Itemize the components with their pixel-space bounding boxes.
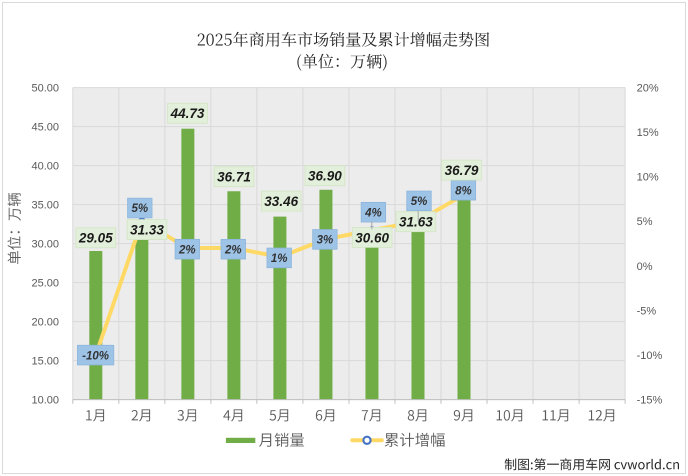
- svg-text:-15%: -15%: [637, 395, 663, 407]
- svg-text:2%: 2%: [224, 244, 242, 256]
- svg-text:15%: 15%: [637, 127, 659, 139]
- svg-text:5%: 5%: [411, 196, 428, 208]
- svg-text:45.00: 45.00: [31, 122, 59, 134]
- svg-text:36.71: 36.71: [217, 170, 251, 185]
- svg-text:-5%: -5%: [637, 305, 657, 317]
- svg-text:40.00: 40.00: [31, 161, 59, 173]
- svg-text:36.90: 36.90: [308, 169, 342, 184]
- svg-text:50.00: 50.00: [31, 83, 59, 95]
- svg-text:29.05: 29.05: [78, 231, 113, 246]
- svg-text:8%: 8%: [455, 185, 472, 197]
- svg-text:33.46: 33.46: [264, 194, 298, 209]
- svg-text:2%: 2%: [178, 244, 196, 256]
- svg-text:-10%: -10%: [637, 350, 663, 362]
- svg-text:20%: 20%: [637, 83, 659, 95]
- svg-text:15.00: 15.00: [31, 356, 59, 368]
- svg-text:36.79: 36.79: [445, 163, 479, 178]
- svg-text:35.00: 35.00: [31, 200, 59, 212]
- svg-text:5%: 5%: [637, 216, 653, 228]
- svg-text:3%: 3%: [317, 235, 334, 247]
- svg-text:20.00: 20.00: [31, 317, 59, 329]
- svg-text:25.00: 25.00: [31, 278, 59, 290]
- svg-text:30.00: 30.00: [31, 239, 59, 251]
- svg-text:0%: 0%: [637, 261, 653, 273]
- svg-text:31.63: 31.63: [399, 215, 433, 230]
- svg-text:10.00: 10.00: [31, 395, 59, 407]
- svg-text:31.33: 31.33: [130, 223, 164, 238]
- svg-text:10%: 10%: [637, 172, 659, 184]
- svg-text:-10%: -10%: [82, 350, 109, 362]
- svg-text:44.73: 44.73: [170, 106, 205, 121]
- svg-text:1%: 1%: [271, 253, 288, 265]
- svg-text:4%: 4%: [364, 207, 382, 219]
- svg-text:5%: 5%: [131, 203, 148, 215]
- svg-text:30.60: 30.60: [355, 230, 389, 245]
